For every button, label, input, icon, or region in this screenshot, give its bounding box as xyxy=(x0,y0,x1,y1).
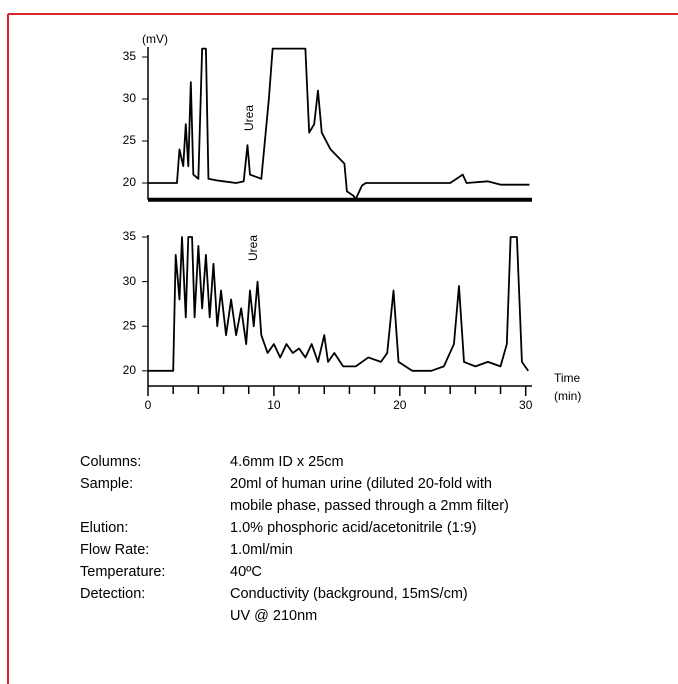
y-tick-label: 30 xyxy=(123,91,137,105)
condition-value: 40ºC xyxy=(230,564,262,580)
condition-value: 1.0% phosphoric acid/acetonitrile (1:9) xyxy=(230,520,477,536)
condition-value: 1.0ml/min xyxy=(230,542,293,558)
x-tick-label: 30 xyxy=(519,398,533,412)
y-tick-label: 30 xyxy=(123,274,137,288)
condition-value: 4.6mm ID x 25cm xyxy=(230,454,344,470)
condition-value: 20ml of human urine (diluted 20-fold wit… xyxy=(230,476,492,492)
condition-label: Temperature: xyxy=(80,564,165,580)
y-tick-label: 20 xyxy=(123,363,137,377)
condition-value: UV @ 210nm xyxy=(230,608,317,624)
condition-label: Detection: xyxy=(80,586,145,602)
condition-label: Sample: xyxy=(80,476,133,492)
x-axis-label: Time xyxy=(554,371,581,385)
y-tick-label: 20 xyxy=(123,175,137,189)
x-tick-label: 20 xyxy=(393,398,407,412)
condition-label: Columns: xyxy=(80,454,141,470)
condition-value: mobile phase, passed through a 2mm filte… xyxy=(230,498,509,514)
condition-label: Flow Rate: xyxy=(80,542,149,558)
y-tick-label: 35 xyxy=(123,229,137,243)
x-axis-unit: (min) xyxy=(554,389,581,403)
trace xyxy=(148,236,529,372)
y-tick-label: 35 xyxy=(123,49,137,63)
trace xyxy=(148,47,530,200)
annotation: Urea xyxy=(242,105,256,131)
x-tick-label: 10 xyxy=(267,398,281,412)
x-tick-label: 0 xyxy=(145,398,152,412)
condition-label: Elution: xyxy=(80,520,128,536)
y-tick-label: 25 xyxy=(123,133,137,147)
annotation: Urea xyxy=(246,235,260,261)
y-axis-label: (mV) xyxy=(142,32,168,46)
y-tick-label: 25 xyxy=(123,318,137,332)
condition-value: Conductivity (background, 15mS/cm) xyxy=(230,586,468,602)
